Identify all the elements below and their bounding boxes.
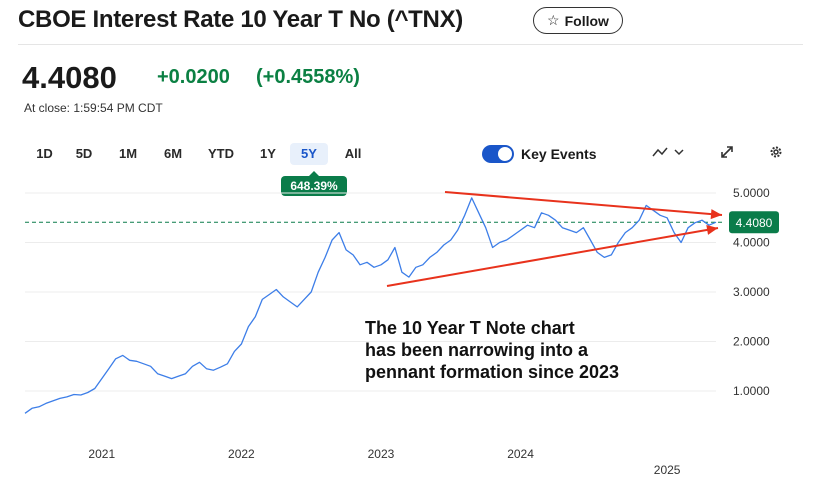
lower-trend-arrow	[386, 227, 719, 287]
y-tick-label: 3.0000	[733, 285, 770, 299]
price-series-line	[24, 197, 717, 414]
y-tick-label: 4.0000	[733, 236, 770, 250]
toggle-knob	[498, 147, 512, 161]
x-tick-label: 2023	[368, 447, 395, 461]
annotation-line: The 10 Year T Note chart	[365, 318, 575, 338]
range-all[interactable]: All	[344, 146, 362, 161]
star-icon: ☆	[547, 12, 560, 28]
close-time: At close: 1:59:54 PM CDT	[24, 101, 163, 115]
upper-trend-arrow-head	[710, 209, 722, 220]
y-tick-label: 2.0000	[733, 335, 770, 349]
key-events-toggle[interactable]	[482, 145, 514, 163]
line-chart-icon	[652, 147, 684, 157]
key-events-label: Key Events	[521, 146, 597, 162]
range-selector: 1D 5D 1M 6M YTD 1Y 5Y All	[27, 143, 378, 165]
header-divider	[18, 44, 803, 45]
page-title: CBOE Interest Rate 10 Year T No (^TNX)	[18, 6, 463, 33]
chart-type-button[interactable]	[651, 144, 685, 163]
settings-button[interactable]	[768, 144, 784, 163]
range-1d[interactable]: 1D	[36, 146, 53, 161]
x-tick-label: 2022	[228, 447, 255, 461]
x-tick-label: 2025	[654, 463, 681, 477]
range-5y[interactable]: 5Y	[290, 143, 328, 165]
price-value: 4.4080	[22, 60, 117, 95]
expand-icon	[721, 146, 733, 158]
follow-button[interactable]: ☆ Follow	[533, 7, 623, 34]
range-change-badge: 648.39%	[281, 171, 347, 196]
last-price-label: 4.4080	[736, 216, 773, 230]
follow-label: Follow	[564, 12, 609, 29]
y-tick-label: 5.0000	[733, 186, 770, 200]
gear-icon	[770, 146, 782, 158]
x-tick-label: 2021	[88, 447, 115, 461]
last-price-badge	[729, 211, 779, 234]
price-change: +0.0200	[157, 66, 230, 88]
lower-trend-arrow-head	[706, 224, 718, 235]
upper-trend-arrow	[444, 191, 723, 216]
range-ytd[interactable]: YTD	[208, 146, 234, 161]
chevron-down-icon	[674, 149, 684, 156]
y-tick-label: 1.0000	[733, 384, 770, 398]
annotation-line: has been narrowing into a	[365, 340, 589, 360]
range-1m[interactable]: 1M	[118, 146, 138, 161]
range-1y[interactable]: 1Y	[260, 146, 276, 161]
price-change-percent: (+0.4558%)	[256, 66, 360, 88]
range-5d[interactable]: 5D	[75, 146, 93, 161]
range-6m[interactable]: 6M	[163, 146, 183, 161]
expand-button[interactable]	[719, 144, 735, 163]
annotation-line: pennant formation since 2023	[365, 362, 619, 382]
x-tick-label: 2024	[507, 447, 534, 461]
